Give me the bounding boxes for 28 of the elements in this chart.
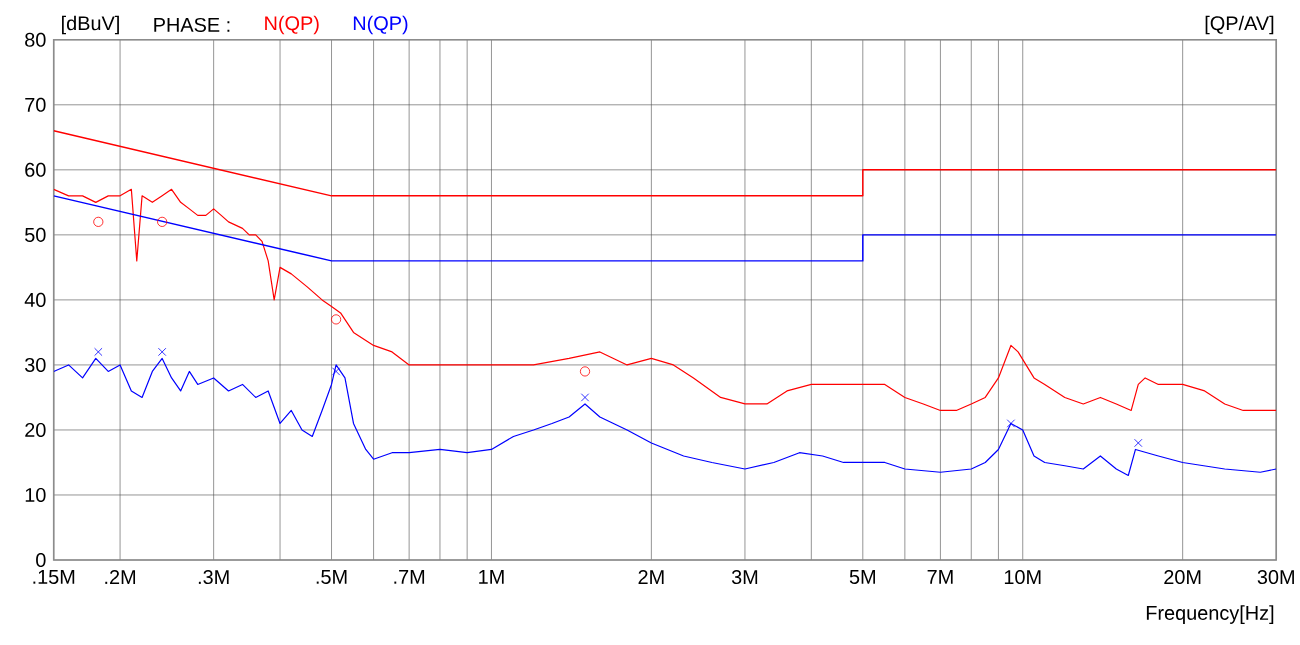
x-tick-label: .2M <box>105 570 136 585</box>
y-tick-label: 40 <box>24 293 46 308</box>
x-tick-label: 3M <box>731 570 758 585</box>
y-tick-label: 30 <box>25 358 46 373</box>
text: N(QP) <box>353 15 408 35</box>
x-tick-label: .15M <box>33 570 75 585</box>
x-tick-label: 7M <box>927 570 953 584</box>
y-tick-label: 80 <box>25 32 46 48</box>
y-tick-label: 60 <box>25 163 46 178</box>
x-tick-label: 10M <box>1004 570 1041 585</box>
x-tick-label: 30M <box>1257 570 1294 585</box>
x-tick-label: 2M <box>638 570 664 585</box>
y-tick-label: 70 <box>25 97 46 113</box>
x-tick-label: .7M <box>394 570 425 584</box>
x-tick-label: .5M <box>316 570 347 585</box>
x-tick-label: 5M <box>849 570 875 585</box>
x-axis-title: Frequency[Hz] <box>1146 605 1274 625</box>
y-tick-label: 0 <box>36 553 46 568</box>
text: [QP/AV] <box>1205 15 1274 35</box>
x-tick-label: 1M <box>479 570 504 584</box>
y-tick-label: 10 <box>25 488 46 503</box>
x-tick-label: .3M <box>198 570 229 585</box>
y-tick-label: 20 <box>25 423 46 438</box>
x-tick-label: 20M <box>1164 570 1201 585</box>
y-tick-label: 50 <box>25 228 46 243</box>
y-axis-title: [dBuV] <box>62 15 119 35</box>
text: N(QP) <box>265 15 319 35</box>
legend-title: PHASE : <box>154 18 230 33</box>
